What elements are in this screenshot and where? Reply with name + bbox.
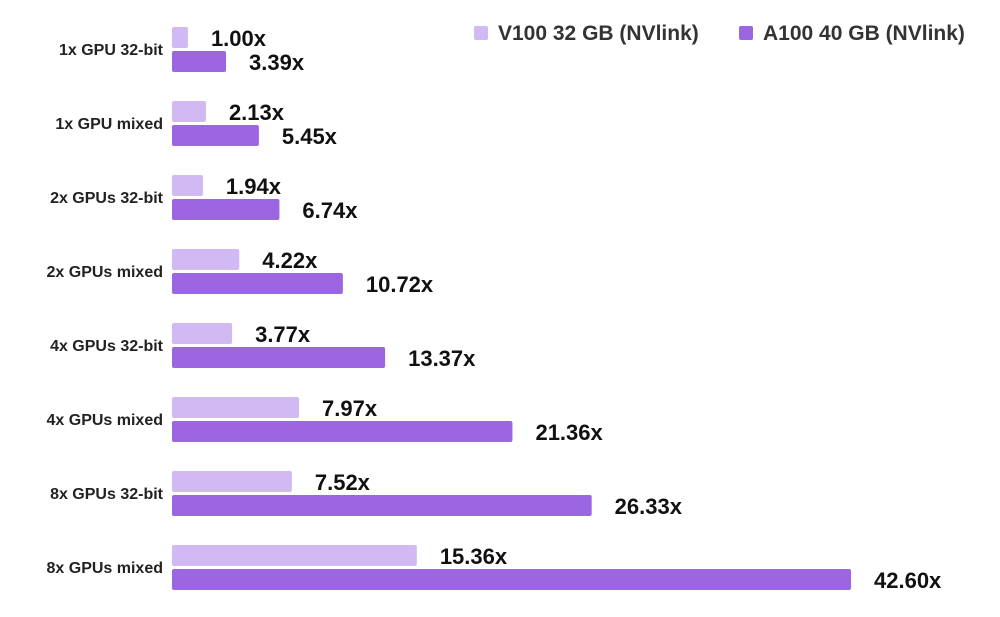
- data-label: 1.00x: [211, 26, 267, 51]
- category-label: 8x GPUs 32-bit: [50, 486, 164, 503]
- bar: [172, 397, 300, 418]
- legend-label: V100 32 GB (NVlink): [498, 22, 699, 45]
- data-label: 3.39x: [249, 50, 305, 75]
- category-label: 8x GPUs mixed: [47, 560, 164, 577]
- bar: [172, 175, 203, 196]
- data-label: 6.74x: [302, 198, 358, 223]
- bar: [172, 249, 240, 270]
- data-label: 21.36x: [535, 420, 603, 445]
- data-label: 26.33x: [615, 494, 683, 519]
- bar: [172, 323, 233, 344]
- data-label: 7.52x: [315, 470, 371, 495]
- data-label: 15.36x: [440, 544, 508, 569]
- data-label: 13.37x: [408, 346, 476, 371]
- legend-swatch: [474, 26, 488, 40]
- data-label: 3.77x: [255, 322, 311, 347]
- category-label: 2x GPUs 32-bit: [50, 190, 164, 207]
- data-label: 7.97x: [322, 396, 378, 421]
- data-label: 5.45x: [282, 124, 338, 149]
- bar: [172, 471, 292, 492]
- bar: [172, 199, 280, 220]
- category-label: 2x GPUs mixed: [47, 264, 164, 281]
- legend-swatch: [739, 26, 753, 40]
- bar: [172, 495, 592, 516]
- category-label: 1x GPU mixed: [55, 116, 163, 133]
- bar: [172, 421, 513, 442]
- data-label: 2.13x: [229, 100, 285, 125]
- bar: [172, 347, 386, 368]
- data-label: 10.72x: [366, 272, 434, 297]
- bar: [172, 569, 851, 590]
- legend-label: A100 40 GB (NVlink): [763, 22, 965, 45]
- data-label: 4.22x: [262, 248, 318, 273]
- bar: [172, 273, 343, 294]
- bar: [172, 545, 417, 566]
- data-label: 1.94x: [226, 174, 282, 199]
- bar: [172, 101, 206, 122]
- category-label: 4x GPUs mixed: [47, 412, 164, 429]
- bar: [172, 51, 227, 72]
- bar: [172, 125, 259, 146]
- category-label: 1x GPU 32-bit: [59, 42, 164, 59]
- bar: [172, 27, 188, 48]
- category-label: 4x GPUs 32-bit: [50, 338, 164, 355]
- data-label: 42.60x: [874, 568, 942, 593]
